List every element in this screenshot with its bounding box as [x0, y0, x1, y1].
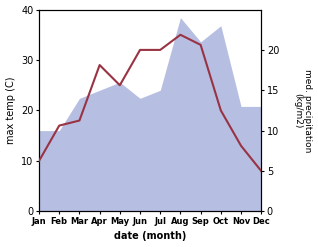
- X-axis label: date (month): date (month): [114, 231, 186, 242]
- Y-axis label: med. precipitation
(kg/m2): med. precipitation (kg/m2): [293, 69, 313, 152]
- Y-axis label: max temp (C): max temp (C): [5, 77, 16, 144]
